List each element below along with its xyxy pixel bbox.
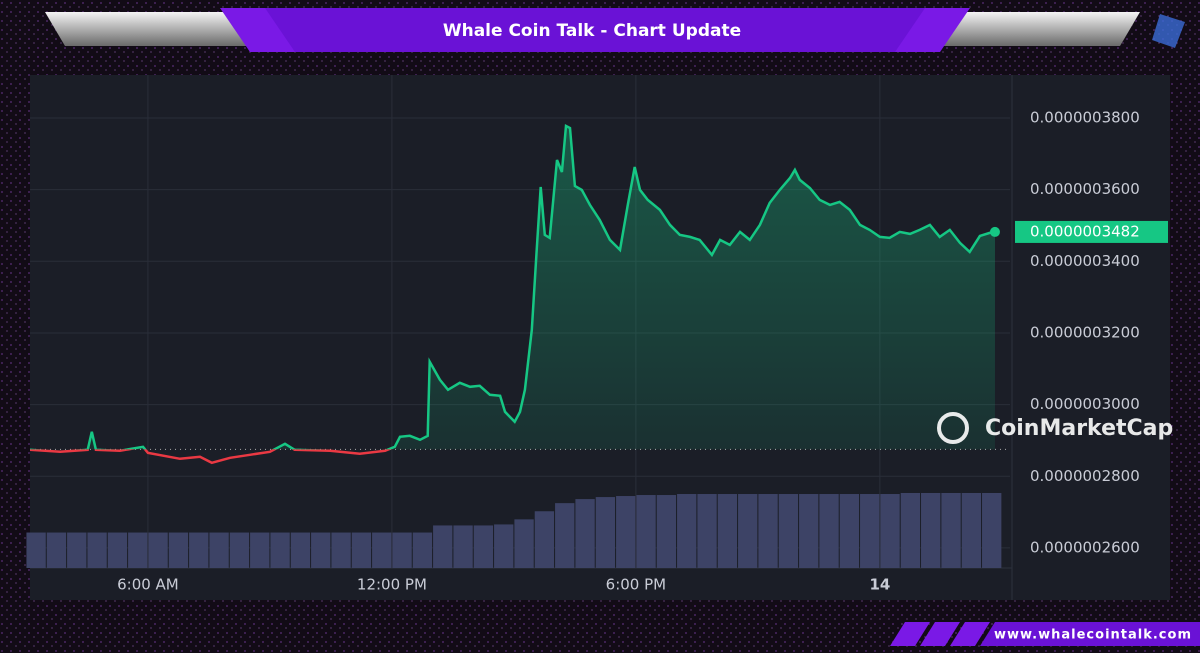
volume-bar: [87, 532, 107, 568]
last-point: [989, 226, 1000, 237]
volume-bar: [26, 532, 46, 568]
volume-bar: [982, 493, 1002, 568]
volume-bar: [595, 497, 616, 568]
volume-bar: [880, 494, 900, 568]
volume-bar: [311, 532, 331, 568]
volume-bar: [717, 494, 738, 568]
y-tick-label: 0.0000002800: [1030, 467, 1140, 485]
volume-bar: [46, 532, 67, 568]
volume-bar: [148, 532, 168, 568]
price-line-down: [30, 449, 392, 465]
volume-bar: [758, 494, 778, 568]
last-price-tag: [1015, 220, 1168, 243]
header-title: Whale Coin Talk - Chart Update: [443, 21, 741, 41]
footer-stripe: [890, 622, 930, 646]
volume-bar: [738, 494, 758, 568]
volume-bar: [616, 496, 636, 568]
volume-bar: [514, 519, 534, 568]
y-tick-label: 0.0000003600: [1030, 180, 1140, 198]
volume-bar: [189, 532, 209, 568]
footer-url: www.whalecointalk.com: [994, 628, 1192, 643]
volume-bar: [392, 532, 412, 568]
volume-bar: [778, 494, 799, 568]
y-tick-label: 0.0000003200: [1030, 323, 1140, 341]
volume-bar: [839, 494, 860, 568]
volume-bar: [107, 532, 128, 568]
volume-bar: [290, 532, 311, 568]
volume-bar: [900, 493, 921, 568]
header-bar-left: [45, 12, 275, 46]
volume-bar: [941, 493, 961, 568]
volume-bar: [128, 532, 148, 568]
volume-bar: [921, 493, 941, 568]
volume-bar: [453, 525, 473, 568]
price-line-up: [30, 124, 996, 450]
x-tick-label: 14: [869, 576, 890, 594]
volume-bar: [168, 532, 189, 568]
volume-bar: [250, 532, 270, 568]
volume-bar: [555, 503, 575, 568]
volume-bar: [677, 494, 697, 568]
y-tick-label: 0.0000003000: [1030, 395, 1140, 413]
footer-stripe: [950, 622, 990, 646]
volume-bar: [270, 532, 290, 568]
y-tick-label: 0.0000003400: [1030, 252, 1140, 270]
volume-bar: [656, 495, 677, 568]
volume-bar: [961, 493, 982, 568]
header-bar-right: [925, 12, 1140, 46]
y-tick-label: 0.0000002600: [1030, 538, 1140, 556]
volume-bar: [534, 511, 555, 568]
volume-bar: [473, 525, 494, 568]
volume-bar: [860, 494, 880, 568]
volume-bar: [209, 532, 229, 568]
last-price-label: 0.0000003482: [1030, 222, 1140, 240]
x-tick-label: 12:00 PM: [357, 576, 427, 594]
volume-bar: [799, 494, 819, 568]
watermark-text: CoinMarketCap: [985, 416, 1173, 441]
volume-bar: [636, 495, 656, 568]
y-tick-label: 0.0000003800: [1030, 108, 1140, 126]
volume-bar: [575, 499, 595, 568]
watermark-logo: [937, 412, 969, 444]
volume-bar: [372, 532, 392, 568]
volume-bar: [697, 494, 717, 568]
volume-bar: [412, 532, 433, 568]
logo: [1152, 14, 1185, 48]
x-tick-label: 6:00 AM: [117, 576, 179, 594]
volume-bar: [229, 532, 250, 568]
x-tick-label: 6:00 PM: [606, 576, 666, 594]
watermark: CoinMarketCap: [937, 412, 1173, 444]
volume-bar: [331, 532, 351, 568]
volume-bar: [819, 494, 839, 568]
volume-bar: [433, 525, 453, 568]
volume-bar: [67, 532, 87, 568]
header-banner: [265, 8, 925, 52]
volume-bar: [351, 532, 372, 568]
footer-banner: [980, 622, 1200, 646]
volume-bar: [494, 524, 514, 568]
footer-stripe: [920, 622, 960, 646]
